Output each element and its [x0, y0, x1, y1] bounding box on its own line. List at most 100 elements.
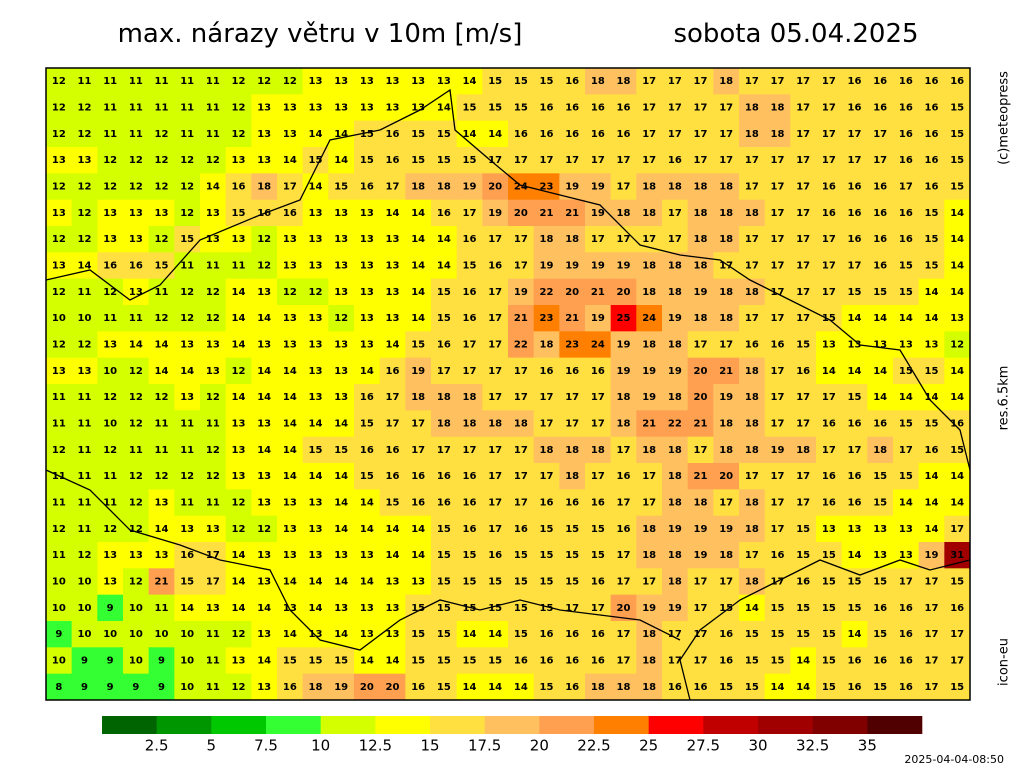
grid-cell [585, 147, 612, 174]
cell-value: 15 [873, 577, 887, 588]
cell-value: 11 [155, 287, 169, 298]
cell-value: 17 [694, 129, 708, 140]
grid-cell [867, 489, 894, 517]
grid-cell [841, 226, 868, 253]
grid-cell [328, 252, 355, 280]
cell-value: 18 [514, 419, 528, 430]
grid-cell [277, 621, 304, 648]
grid-cell [328, 357, 355, 385]
grid-cell [918, 68, 945, 95]
grid-cell [508, 357, 535, 385]
grid-cell [739, 594, 766, 622]
grid-cell [71, 463, 98, 490]
grid-cell [739, 410, 766, 438]
grid-cell [585, 515, 612, 543]
grid-cell [508, 542, 535, 569]
cell-value: 12 [232, 524, 246, 535]
cell-value: 18 [719, 182, 733, 193]
cell-value: 18 [642, 682, 656, 693]
grid-cell [687, 489, 714, 517]
grid-cell [405, 384, 432, 411]
grid-cell [277, 436, 304, 464]
cell-value: 16 [719, 629, 733, 640]
cell-value: 17 [540, 155, 554, 166]
cell-value: 11 [103, 129, 117, 140]
cell-value: 15 [180, 577, 194, 588]
cell-value: 19 [591, 208, 605, 219]
colorbar: 2.5 5 7.5 10 12.5 15 17.5 20 22.5 25 27.5 30 32.5 35 [102, 716, 923, 755]
cell-value: 17 [771, 76, 785, 87]
grid-cell [918, 357, 945, 385]
grid-cell [277, 226, 304, 253]
cell-value: 10 [78, 629, 92, 640]
grid-cell [123, 199, 150, 227]
grid-cell [328, 384, 355, 411]
cell-value: 18 [668, 261, 682, 272]
grid-cell [713, 199, 740, 227]
colorbar-label: 35 [858, 737, 877, 755]
cell-value: 12 [309, 287, 323, 298]
grid-cell [585, 489, 612, 517]
cell-value: 16 [437, 208, 451, 219]
grid-cell [944, 410, 971, 438]
grid-cell [816, 147, 843, 174]
grid-cell [46, 594, 73, 622]
cell-value: 17 [796, 129, 810, 140]
cell-value: 18 [873, 445, 887, 456]
cell-value: 13 [334, 550, 348, 561]
grid-cell [456, 515, 483, 543]
grid-cell [354, 594, 381, 622]
grid-cell [867, 305, 894, 332]
cell-value: 11 [206, 261, 220, 272]
grid-cell [148, 199, 175, 227]
cell-value: 19 [668, 524, 682, 535]
grid-cell [559, 621, 586, 648]
grid-cell [867, 410, 894, 438]
grid-cell [431, 673, 458, 701]
grid-cell [739, 226, 766, 253]
cell-value: 13 [129, 234, 143, 245]
grid-cell [482, 173, 509, 201]
grid-cell [71, 542, 98, 569]
grid-cell [918, 673, 945, 701]
cell-value: 16 [360, 392, 374, 403]
grid-cell [816, 515, 843, 543]
borders [45, 88, 971, 701]
cell-value: 12 [257, 261, 271, 272]
cell-value: 18 [591, 76, 605, 87]
grid-cell [46, 621, 73, 648]
grid-cell [713, 278, 740, 306]
grid-cell [456, 305, 483, 332]
grid-cell [944, 594, 971, 622]
grid-cell [944, 120, 971, 148]
grid-cell [123, 68, 150, 95]
cell-value: 17 [771, 234, 785, 245]
grid-cell [379, 647, 406, 675]
cell-value: 16 [925, 155, 939, 166]
grid-cell [790, 68, 817, 95]
cell-value: 16 [411, 471, 425, 482]
grid-cell [636, 305, 663, 332]
grid-cell [790, 331, 817, 359]
grid-cell [328, 226, 355, 253]
cell-value: 17 [771, 366, 785, 377]
grid-cell [46, 68, 73, 95]
grid-cell [46, 147, 73, 174]
grid-cell [97, 515, 124, 543]
grid-cell [200, 252, 227, 280]
cell-value: 18 [642, 445, 656, 456]
grid-cell [867, 147, 894, 174]
grid-cell [918, 568, 945, 596]
cell-value: 16 [617, 103, 631, 114]
cell-value: 17 [796, 313, 810, 324]
cell-value: 15 [950, 445, 964, 456]
grid-cell [636, 647, 663, 675]
grid-cell [225, 357, 252, 385]
cell-value: 15 [899, 471, 913, 482]
cell-value: 18 [642, 550, 656, 561]
cell-value: 14 [283, 155, 297, 166]
cell-value: 13 [52, 155, 66, 166]
grid-cell [636, 568, 663, 596]
colorbar-segment [867, 716, 923, 734]
grid-cell [662, 621, 689, 648]
